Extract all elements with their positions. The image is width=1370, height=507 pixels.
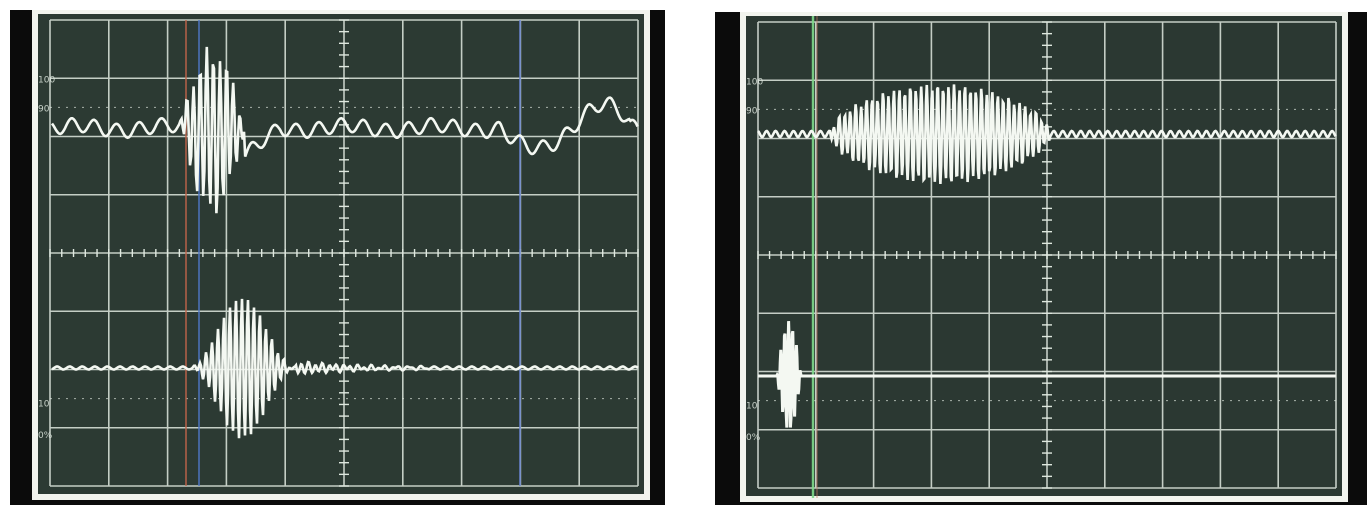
screen-surface	[38, 14, 644, 494]
upper-trace	[50, 46, 639, 214]
screen-surface	[746, 16, 1342, 496]
oscilloscope-photo-left: 100 90 10 0%	[10, 10, 665, 505]
oscilloscope-photo-right: 100 90 10 0%	[715, 12, 1367, 505]
lower-trace	[51, 298, 639, 439]
graticule-label: 10	[746, 402, 758, 412]
center-axis-ticks	[757, 21, 1337, 489]
upper-trace	[757, 84, 1337, 184]
graticule-label: 0%	[746, 433, 761, 443]
center-axis-ticks	[49, 19, 639, 487]
lower-trace	[758, 321, 1336, 428]
graticule-label: 90	[746, 106, 758, 116]
graticule-label: 0%	[38, 431, 53, 441]
oscilloscope-screen-left: 100 90 10 0%	[32, 10, 650, 500]
graticule-label: 10	[38, 400, 50, 410]
graticule-label: 100	[746, 77, 763, 87]
graticule-label: 100	[38, 75, 55, 85]
graticule-label: 90	[38, 104, 50, 114]
oscilloscope-screen-right: 100 90 10 0%	[740, 12, 1348, 502]
